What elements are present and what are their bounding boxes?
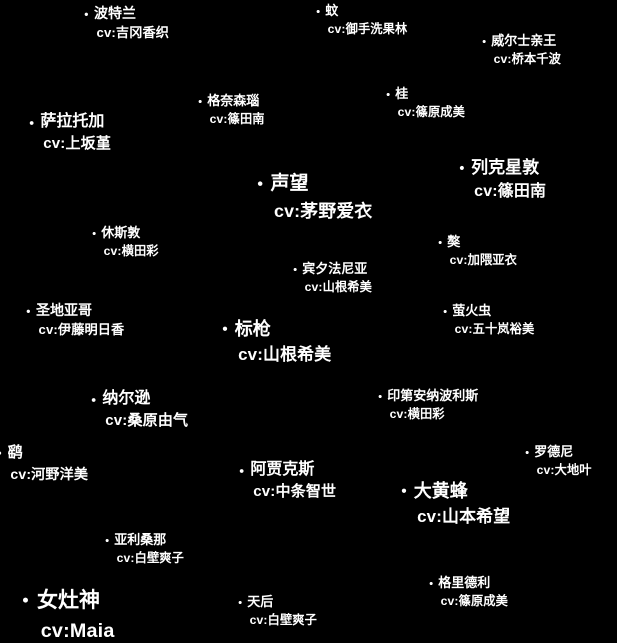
ship-name-label: 休斯敦 (101, 225, 141, 240)
ship-name-label: 鹞 (7, 444, 23, 461)
cv-credit-label: cv:伊藤明日香 (38, 322, 125, 338)
cv-credit-label: cv:Maia (40, 619, 115, 642)
map-point: ● 萤火虫 cv:五十岚裕美 (443, 303, 534, 337)
point-marker-icon: ● (105, 535, 110, 544)
point-marker-icon: ● (386, 89, 391, 98)
ship-name-label: 圣地亚哥 (35, 302, 92, 318)
cv-credit-label: cv:中条智世 (253, 483, 337, 501)
ship-name-label: 亚利桑那 (114, 532, 167, 547)
cv-credit-label: cv:大地叶 (536, 462, 592, 477)
map-point: ● 波特兰 cv:吉冈香织 (84, 5, 169, 42)
point-marker-icon: ● (91, 393, 97, 404)
ship-name-label: 天后 (247, 594, 274, 609)
map-point: ● 阿贾克斯 cv:中条智世 (239, 460, 336, 502)
ship-name-label: 列克星敦 (471, 158, 540, 177)
ship-name-label: 波特兰 (93, 5, 136, 21)
ship-name-label: 大黄蜂 (413, 481, 468, 501)
map-point: ● 印第安纳波利斯 cv:横田彩 (378, 388, 478, 422)
point-marker-icon: ● (482, 36, 487, 45)
map-point: ● 宾夕法尼亚 cv:山根希美 (293, 261, 372, 295)
map-point: ● 天后 cv:白壁爽子 (238, 594, 317, 628)
map-point: ● 大黄蜂 cv:山本希望 (401, 480, 510, 527)
map-point: ● 桂 cv:篠原成美 (386, 86, 465, 120)
point-marker-icon: ● (238, 597, 243, 606)
map-point: ● 威尔士亲王 cv:桥本千波 (482, 33, 561, 67)
cv-credit-label: cv:山本希望 (417, 507, 511, 527)
cv-credit-label: cv:山根希美 (238, 345, 332, 365)
map-point: ● 格奈森瑙 cv:篠田南 (198, 93, 265, 127)
cv-credit-label: cv:白壁爽子 (249, 612, 317, 627)
cv-credit-label: cv:上坂堇 (43, 135, 112, 153)
ship-name-label: 女灶神 (36, 589, 100, 612)
point-marker-icon: ● (316, 6, 321, 15)
ship-name-label: 蚊 (325, 3, 339, 18)
point-marker-icon: ● (525, 447, 530, 456)
cv-credit-label: cv:篠田南 (474, 182, 547, 200)
cv-credit-label: cv:篠田南 (209, 111, 265, 126)
point-marker-icon: ● (29, 116, 35, 127)
point-marker-icon: ● (239, 464, 245, 475)
point-marker-icon: ● (438, 237, 443, 246)
ship-name-label: 威尔士亲王 (491, 33, 557, 48)
cv-credit-label: cv:白壁爽子 (116, 550, 184, 565)
map-point: ● 獒 cv:加隈亚衣 (438, 234, 517, 268)
point-marker-icon: ● (401, 485, 407, 497)
point-marker-icon: ● (92, 228, 97, 237)
map-point: ● 纳尔逊 cv:桑原由气 (91, 389, 188, 431)
point-marker-icon: ● (22, 594, 29, 607)
cv-credit-label: cv:加隈亚衣 (449, 252, 517, 267)
cv-credit-label: cv:桥本千波 (493, 51, 561, 66)
point-marker-icon: ● (198, 96, 203, 105)
cv-credit-label: cv:茅野爱衣 (273, 200, 373, 221)
ship-name-label: 獒 (447, 234, 461, 249)
point-marker-icon: ● (293, 264, 298, 273)
ship-name-label: 萨拉托加 (40, 113, 105, 130)
ship-name-label: 印第安纳波利斯 (387, 388, 479, 403)
point-marker-icon: ● (26, 306, 31, 316)
ship-name-label: 格里德利 (438, 575, 491, 590)
cv-credit-label: cv:山根希美 (304, 279, 372, 294)
ship-name-label: 罗德尼 (534, 444, 574, 459)
map-point: ● 罗德尼 cv:大地叶 (525, 444, 592, 478)
point-marker-icon: ● (84, 9, 89, 19)
ship-name-label: 阿贾克斯 (250, 461, 315, 478)
cv-credit-label: cv:吉冈香织 (96, 25, 170, 41)
cv-credit-label: cv:横田彩 (103, 243, 159, 258)
ship-name-label: 宾夕法尼亚 (302, 261, 368, 276)
cv-credit-label: cv:篠原成美 (440, 593, 508, 608)
point-marker-icon: ● (443, 306, 448, 315)
ship-name-label: 格奈森瑙 (207, 93, 260, 108)
map-point: ● 圣地亚哥 cv:伊藤明日香 (26, 302, 124, 339)
point-marker-icon: ● (257, 178, 264, 190)
map-point: ● 列克星敦 cv:篠田南 (459, 157, 546, 202)
ship-name-label: 萤火虫 (452, 303, 492, 318)
ship-name-label: 纳尔逊 (102, 390, 151, 407)
ship-name-label: 声望 (270, 173, 309, 194)
point-marker-icon: ● (429, 578, 434, 587)
map-point: ● 标枪 cv:山根希美 (222, 318, 331, 365)
map-point: ● 蚊 cv:御手洗果林 (316, 3, 407, 37)
cv-credit-label: cv:篠原成美 (397, 104, 465, 119)
map-point: ● 声望 cv:茅野爱衣 (257, 172, 372, 222)
cv-credit-label: cv:河野洋美 (10, 465, 89, 482)
point-marker-icon: ● (378, 391, 383, 400)
map-point: ● 亚利桑那 cv:白壁爽子 (105, 532, 184, 566)
point-marker-icon: ● (459, 162, 465, 173)
ship-name-label: 标枪 (234, 319, 271, 339)
point-marker-icon: ● (222, 323, 228, 335)
point-marker-icon: ● (0, 449, 2, 458)
cv-credit-label: cv:五十岚裕美 (454, 321, 535, 336)
map-point: ● 萨拉托加 cv:上坂堇 (29, 112, 111, 154)
cv-credit-label: cv:横田彩 (389, 406, 445, 421)
cv-credit-label: cv:御手洗果林 (327, 21, 408, 36)
ship-name-label: 桂 (395, 86, 409, 101)
cv-credit-label: cv:桑原由气 (105, 412, 189, 430)
map-point: ● 鹞 cv:河野洋美 (0, 444, 88, 483)
map-point: ● 休斯敦 cv:横田彩 (92, 225, 159, 259)
map-point: ● 格里德利 cv:篠原成美 (429, 575, 508, 609)
